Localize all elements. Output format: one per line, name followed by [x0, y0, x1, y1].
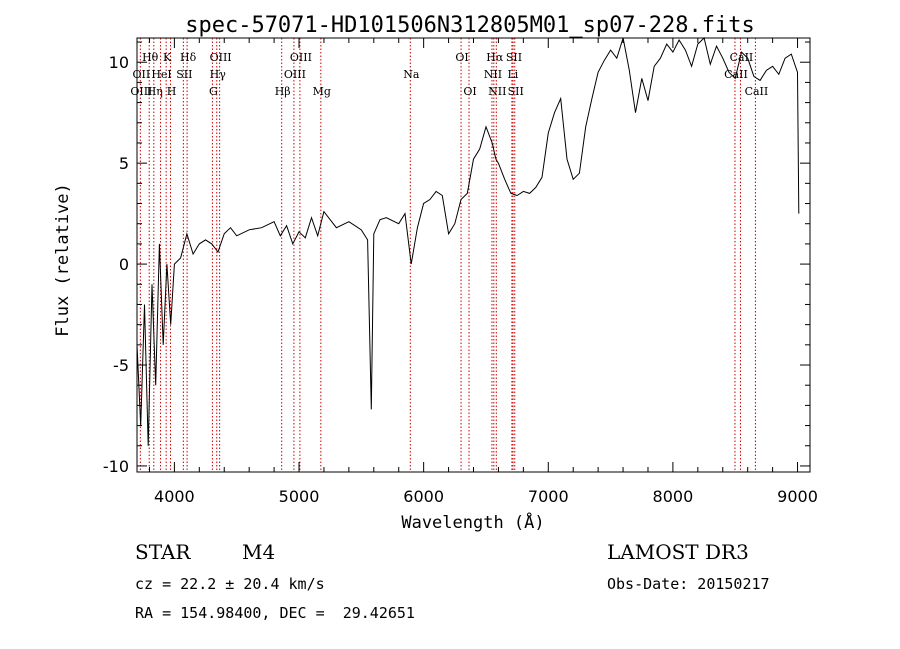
marker-label: OIII [130, 85, 152, 98]
object-class: STAR [135, 540, 191, 564]
marker-label: HeI [151, 68, 171, 81]
y-tick-label: 10 [109, 53, 129, 72]
y-tick-label: 0 [119, 255, 129, 274]
marker-label: OIII [210, 51, 232, 64]
marker-label: Hη [147, 85, 163, 98]
marker-label: NII [484, 68, 502, 81]
y-axis-ticks: -10 -5 0 5 10 [103, 41, 810, 476]
marker-label: CaII [730, 51, 754, 64]
marker-label: Hγ [210, 68, 227, 81]
marker-label: H [167, 85, 177, 98]
line-markers [139, 38, 756, 472]
marker-label: Hδ [180, 51, 197, 64]
marker-label: OIII [284, 68, 306, 81]
chart-title: spec-57071-HD101506N312805M01_sp07-228.f… [185, 13, 755, 38]
marker-label: G [209, 85, 218, 98]
y-tick-label: -10 [103, 457, 129, 476]
redshift-velocity: cz = 22.2 ± 20.4 km/s [135, 575, 325, 593]
x-tick-label: 4000 [154, 487, 195, 506]
marker-label: SII [506, 51, 522, 64]
x-tick-label: 8000 [653, 487, 694, 506]
marker-label: K [163, 51, 172, 64]
x-tick-label: 7000 [528, 487, 569, 506]
object-subclass: M4 [242, 540, 276, 564]
spectrum-plot: spec-57071-HD101506N312805M01_sp07-228.f… [53, 13, 818, 533]
x-tick-label: 5000 [279, 487, 320, 506]
x-axis-label: Wavelength (Å) [401, 511, 544, 533]
marker-label: Hθ [142, 51, 159, 64]
survey-name: LAMOST DR3 [607, 540, 749, 564]
x-tick-label: 9000 [777, 487, 818, 506]
x-axis-ticks: 4000 5000 6000 7000 8000 9000 [148, 38, 818, 506]
marker-label: Mg [313, 85, 331, 98]
plot-frame [136, 37, 811, 473]
marker-label: SII [176, 68, 192, 81]
marker-label: Li [507, 68, 518, 81]
marker-label: CaII [745, 85, 769, 98]
marker-label: OI [455, 51, 468, 64]
y-axis-label: Flux (relative) [53, 183, 73, 337]
spectrum-series-line [136, 37, 800, 446]
x-tick-label: 6000 [403, 487, 444, 506]
coordinates: RA = 154.98400, DEC = 29.42651 [135, 604, 415, 622]
observation-date: Obs-Date: 20150217 [607, 575, 770, 593]
marker-label: OIII [290, 51, 312, 64]
marker-label: Na [403, 68, 420, 81]
marker-label: Hβ [275, 85, 291, 98]
marker-label: SII [508, 85, 524, 98]
marker-label: OII [133, 68, 151, 81]
y-tick-label: 5 [119, 154, 129, 173]
marker-label: OI [463, 85, 476, 98]
marker-label: NII [488, 85, 506, 98]
marker-label: Hα [486, 51, 504, 64]
y-tick-label: -5 [113, 356, 129, 375]
